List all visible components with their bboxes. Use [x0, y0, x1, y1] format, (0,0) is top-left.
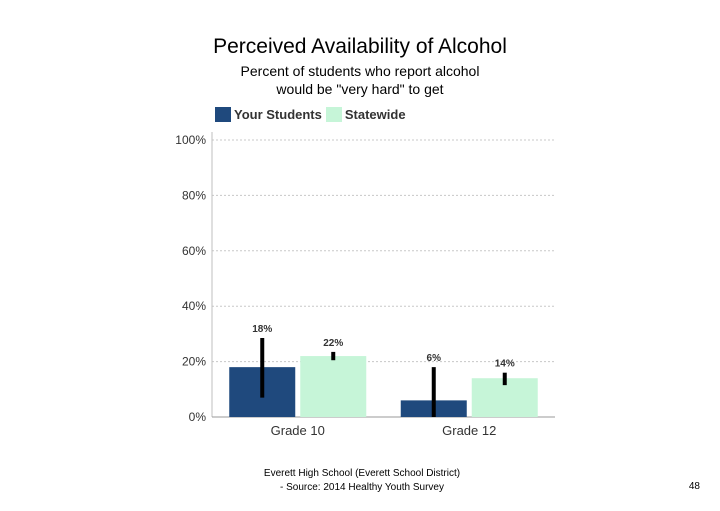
y-tick-label: 40% [182, 299, 206, 313]
y-tick-label: 100% [175, 133, 206, 147]
data-label: 22% [323, 338, 343, 349]
y-tick-label: 60% [182, 244, 206, 258]
legend-swatch-statewide [325, 106, 342, 122]
footer-line-1: Everett High School (Everett School Dist… [263, 468, 461, 479]
chart-subtitle: Percent of students who report alcohol w… [0, 62, 720, 98]
y-tick-label: 0% [189, 410, 207, 424]
page-number: 48 [688, 481, 700, 492]
footer-line-2: - Source: 2014 Healthy Youth Survey [280, 482, 444, 493]
footer-source: Everett High School (Everett School Dist… [262, 467, 462, 495]
y-tick-label: 80% [182, 188, 206, 202]
legend-item-your-students: Your Students [215, 106, 322, 122]
legend-label-statewide: Statewide [344, 106, 406, 122]
data-label: 14% [495, 359, 515, 370]
x-tick-label: Grade 10 [271, 423, 325, 438]
subtitle-line-1: Percent of students who report alcohol [240, 63, 480, 79]
legend-swatch-your-students [215, 106, 231, 122]
chart-legend: Your Students Statewide [215, 105, 410, 123]
chart-title: Perceived Availability of Alcohol [213, 35, 507, 58]
data-label: 6% [427, 353, 442, 364]
legend-label-your-students: Your Students [234, 106, 322, 122]
subtitle-line-2: would be "very hard" to get [276, 81, 444, 97]
x-tick-label: Grade 12 [442, 423, 496, 438]
legend-item-statewide: Statewide [325, 106, 406, 122]
y-tick-label: 20% [182, 355, 206, 369]
bar-statewide [300, 356, 367, 417]
data-label: 18% [252, 324, 272, 335]
